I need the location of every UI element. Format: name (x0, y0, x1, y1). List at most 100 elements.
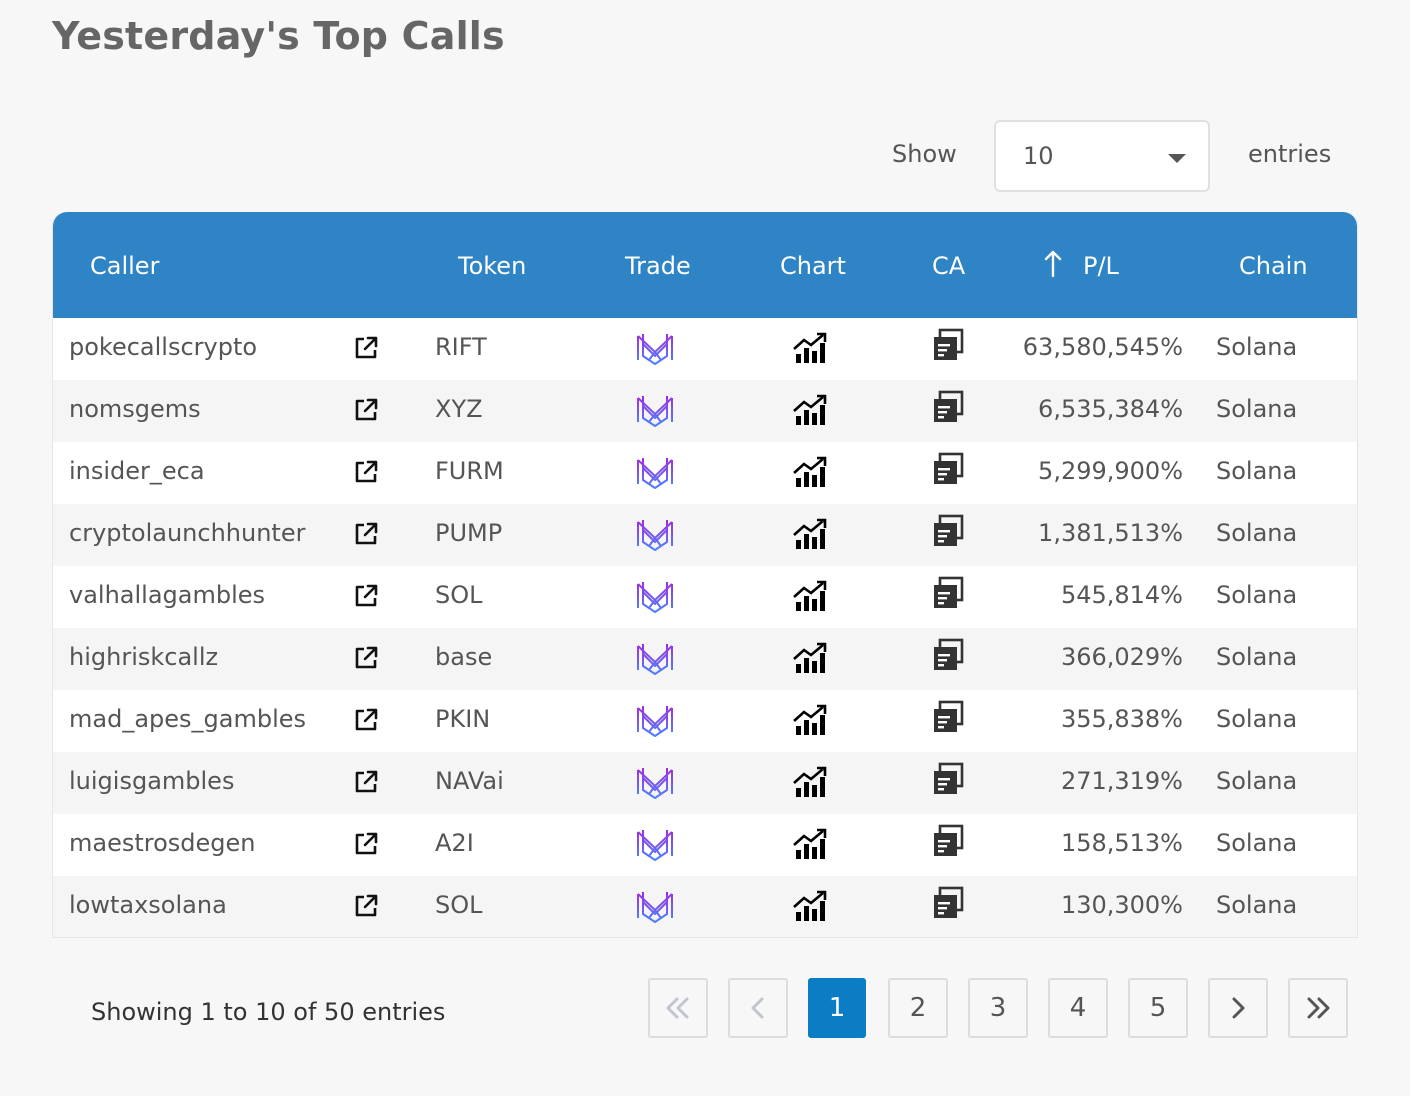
page-button-1[interactable]: 1 (808, 978, 866, 1038)
page-button-2[interactable]: 2 (888, 978, 948, 1038)
chart-growth-icon[interactable] (793, 580, 827, 612)
table-row: luigisgambles NAVai 271,319% Solana (53, 752, 1357, 814)
column-header-caller[interactable]: Caller (90, 252, 160, 280)
trade-logo-icon[interactable] (635, 888, 675, 924)
show-label: Show (892, 140, 957, 168)
profit-loss-value: 63,580,545% (1022, 333, 1183, 361)
copy-icon[interactable] (931, 762, 965, 796)
caller-name[interactable]: mad_apes_gambles (69, 705, 307, 733)
chain-name: Solana (1216, 395, 1298, 423)
chain-name: Solana (1216, 333, 1298, 361)
sort-arrow-up-icon[interactable] (1043, 250, 1063, 278)
column-header-pl[interactable]: P/L (1083, 252, 1119, 280)
external-link-icon[interactable] (353, 707, 379, 733)
external-link-icon[interactable] (353, 583, 379, 609)
table-row: valhallagambles SOL 545,814% Solana (53, 566, 1357, 628)
table-row: maestrosdegen A2I 158,513% Solana (53, 814, 1357, 876)
profit-loss-value: 271,319% (1060, 767, 1183, 795)
last-page-button[interactable] (1288, 978, 1348, 1038)
chain-name: Solana (1216, 581, 1298, 609)
page-button-4[interactable]: 4 (1048, 978, 1108, 1038)
column-header-trade[interactable]: Trade (625, 252, 691, 280)
entries-length-control: Show 10 entries (0, 120, 1410, 192)
chain-name: Solana (1216, 829, 1298, 857)
external-link-icon[interactable] (353, 769, 379, 795)
copy-icon[interactable] (931, 328, 965, 362)
external-link-icon[interactable] (353, 397, 379, 423)
caller-name[interactable]: cryptolaunchhunter (69, 519, 306, 547)
caller-name[interactable]: pokecallscrypto (69, 333, 258, 361)
copy-icon[interactable] (931, 700, 965, 734)
trade-logo-icon[interactable] (635, 702, 675, 738)
page-button-3[interactable]: 3 (968, 978, 1028, 1038)
copy-icon[interactable] (931, 452, 965, 486)
next-page-button[interactable] (1208, 978, 1268, 1038)
table-row: mad_apes_gambles PKIN 355,838% Solana (53, 690, 1357, 752)
column-header-chain[interactable]: Chain (1239, 252, 1308, 280)
chart-growth-icon[interactable] (793, 456, 827, 488)
copy-icon[interactable] (931, 638, 965, 672)
chart-growth-icon[interactable] (793, 332, 827, 364)
external-link-icon[interactable] (353, 645, 379, 671)
chart-growth-icon[interactable] (793, 766, 827, 798)
copy-icon[interactable] (931, 514, 965, 548)
trade-logo-icon[interactable] (635, 764, 675, 800)
chain-name: Solana (1216, 705, 1298, 733)
profit-loss-value: 158,513% (1060, 829, 1183, 857)
caller-name[interactable]: valhallagambles (69, 581, 266, 609)
token-symbol: SOL (435, 891, 483, 919)
trade-logo-icon[interactable] (635, 578, 675, 614)
chevron-down-icon (1168, 154, 1186, 163)
trade-logo-icon[interactable] (635, 392, 675, 428)
external-link-icon[interactable] (353, 335, 379, 361)
table-row: insider_eca FURM 5,299,900% Solana (53, 442, 1357, 504)
column-header-token[interactable]: Token (458, 252, 527, 280)
caller-name[interactable]: luigisgambles (69, 767, 235, 795)
trade-logo-icon[interactable] (635, 516, 675, 552)
column-header-chart[interactable]: Chart (780, 252, 846, 280)
chart-growth-icon[interactable] (793, 704, 827, 736)
previous-page-button[interactable] (728, 978, 788, 1038)
copy-icon[interactable] (931, 576, 965, 610)
trade-logo-icon[interactable] (635, 640, 675, 676)
page-button-5[interactable]: 5 (1128, 978, 1188, 1038)
profit-loss-value: 1,381,513% (1038, 519, 1183, 547)
chart-growth-icon[interactable] (793, 890, 827, 922)
copy-icon[interactable] (931, 390, 965, 424)
chain-name: Solana (1216, 891, 1298, 919)
caller-name[interactable]: lowtaxsolana (69, 891, 227, 919)
chevron-left-icon (751, 997, 764, 1019)
caller-name[interactable]: insider_eca (69, 457, 205, 485)
chart-growth-icon[interactable] (793, 394, 827, 426)
chart-growth-icon[interactable] (793, 642, 827, 674)
entries-label: entries (1248, 140, 1332, 168)
copy-icon[interactable] (931, 824, 965, 858)
token-symbol: A2I (435, 829, 474, 857)
chart-growth-icon[interactable] (793, 518, 827, 550)
profit-loss-value: 366,029% (1060, 643, 1183, 671)
double-chevron-right-icon (1307, 997, 1330, 1019)
token-symbol: NAVai (435, 767, 504, 795)
token-symbol: FURM (435, 457, 504, 485)
external-link-icon[interactable] (353, 459, 379, 485)
trade-logo-icon[interactable] (635, 330, 675, 366)
top-calls-table: Caller Token Trade Chart CA P/L Chain po… (52, 212, 1358, 938)
copy-icon[interactable] (931, 886, 965, 920)
profit-loss-value: 5,299,900% (1038, 457, 1183, 485)
caller-name[interactable]: maestrosdegen (69, 829, 256, 857)
table-header: Caller Token Trade Chart CA P/L Chain (53, 212, 1357, 318)
caller-name[interactable]: nomsgems (69, 395, 201, 423)
token-symbol: RIFT (435, 333, 487, 361)
table-row: lowtaxsolana SOL 130,300% Solana (53, 876, 1357, 937)
external-link-icon[interactable] (353, 831, 379, 857)
external-link-icon[interactable] (353, 893, 379, 919)
token-symbol: XYZ (435, 395, 483, 423)
chart-growth-icon[interactable] (793, 828, 827, 860)
caller-name[interactable]: highriskcallz (69, 643, 219, 671)
external-link-icon[interactable] (353, 521, 379, 547)
trade-logo-icon[interactable] (635, 826, 675, 862)
entries-per-page-select[interactable]: 10 (994, 120, 1210, 192)
trade-logo-icon[interactable] (635, 454, 675, 490)
column-header-ca[interactable]: CA (932, 252, 966, 280)
first-page-button[interactable] (648, 978, 708, 1038)
